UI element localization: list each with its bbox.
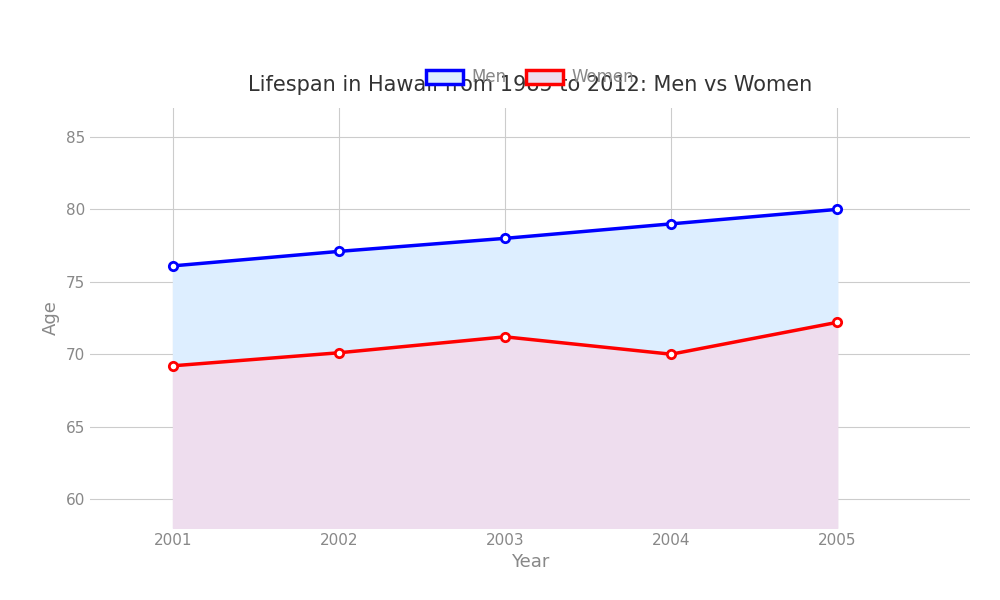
Legend: Men, Women: Men, Women — [419, 62, 641, 93]
X-axis label: Year: Year — [511, 553, 549, 571]
Title: Lifespan in Hawaii from 1985 to 2012: Men vs Women: Lifespan in Hawaii from 1985 to 2012: Me… — [248, 76, 812, 95]
Y-axis label: Age: Age — [42, 301, 60, 335]
